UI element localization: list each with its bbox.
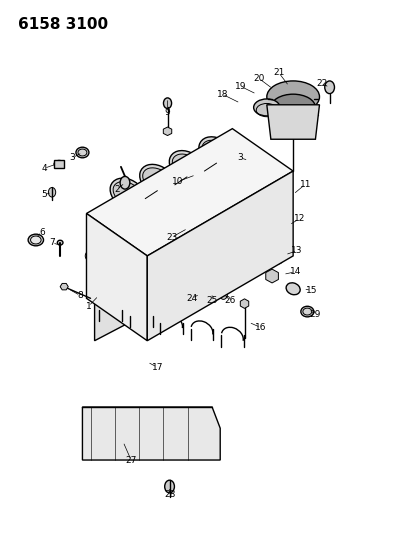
Text: 6158 3100: 6158 3100 <box>18 17 108 33</box>
Polygon shape <box>240 299 249 309</box>
Circle shape <box>120 176 130 189</box>
Text: 2: 2 <box>114 185 120 194</box>
Circle shape <box>49 188 55 197</box>
Ellipse shape <box>140 164 175 196</box>
Ellipse shape <box>202 140 231 165</box>
Text: 10: 10 <box>172 177 184 186</box>
Polygon shape <box>82 407 220 460</box>
Circle shape <box>207 290 215 301</box>
Ellipse shape <box>110 178 146 209</box>
Polygon shape <box>60 284 68 290</box>
Ellipse shape <box>267 81 319 113</box>
Ellipse shape <box>195 290 204 298</box>
Circle shape <box>325 81 335 94</box>
Text: 24: 24 <box>186 294 197 303</box>
Circle shape <box>165 480 174 493</box>
Ellipse shape <box>113 182 142 206</box>
Circle shape <box>164 98 172 109</box>
Text: 23: 23 <box>166 233 177 242</box>
Polygon shape <box>147 171 293 341</box>
Polygon shape <box>267 105 319 139</box>
Text: 19: 19 <box>235 82 246 91</box>
Polygon shape <box>95 216 257 341</box>
Text: 9: 9 <box>165 108 171 117</box>
Ellipse shape <box>301 306 314 317</box>
Ellipse shape <box>254 99 280 116</box>
Text: 20: 20 <box>253 74 264 83</box>
Text: 28: 28 <box>164 490 175 499</box>
Text: 8: 8 <box>78 291 83 300</box>
Text: 6: 6 <box>39 228 45 237</box>
Ellipse shape <box>143 168 172 192</box>
Polygon shape <box>54 160 64 168</box>
Ellipse shape <box>76 147 89 158</box>
Circle shape <box>92 225 102 238</box>
Text: 22: 22 <box>316 79 327 88</box>
Circle shape <box>100 257 110 270</box>
Ellipse shape <box>270 206 288 221</box>
Text: 12: 12 <box>293 214 305 223</box>
Polygon shape <box>266 269 278 283</box>
Ellipse shape <box>31 236 41 244</box>
Text: 4: 4 <box>41 164 47 173</box>
Ellipse shape <box>199 137 234 168</box>
Text: 5: 5 <box>41 190 47 199</box>
Text: 21: 21 <box>273 68 285 77</box>
Circle shape <box>104 273 114 286</box>
Text: 18: 18 <box>217 90 228 99</box>
Ellipse shape <box>225 162 236 172</box>
Circle shape <box>275 253 283 264</box>
Polygon shape <box>86 214 147 341</box>
Text: 29: 29 <box>310 310 321 319</box>
Text: 27: 27 <box>125 456 137 465</box>
Text: 14: 14 <box>290 268 301 276</box>
Text: 25: 25 <box>206 296 218 305</box>
Text: 7: 7 <box>49 238 55 247</box>
Text: 3: 3 <box>69 154 75 163</box>
Text: 16: 16 <box>255 323 266 332</box>
Ellipse shape <box>286 283 300 295</box>
Text: 26: 26 <box>225 296 236 305</box>
Circle shape <box>220 289 228 300</box>
Ellipse shape <box>172 154 202 179</box>
Ellipse shape <box>28 234 44 246</box>
Polygon shape <box>163 127 172 135</box>
Text: 3: 3 <box>237 154 243 163</box>
Polygon shape <box>86 128 293 256</box>
Text: 15: 15 <box>306 286 317 295</box>
Ellipse shape <box>271 94 315 120</box>
Text: 1: 1 <box>86 302 91 311</box>
Circle shape <box>279 232 287 243</box>
Ellipse shape <box>57 240 63 245</box>
Text: 17: 17 <box>152 363 163 372</box>
Text: 13: 13 <box>291 246 303 255</box>
Ellipse shape <box>273 106 313 130</box>
Ellipse shape <box>54 160 64 168</box>
Text: 11: 11 <box>299 180 311 189</box>
Ellipse shape <box>169 151 205 182</box>
Circle shape <box>96 241 106 254</box>
